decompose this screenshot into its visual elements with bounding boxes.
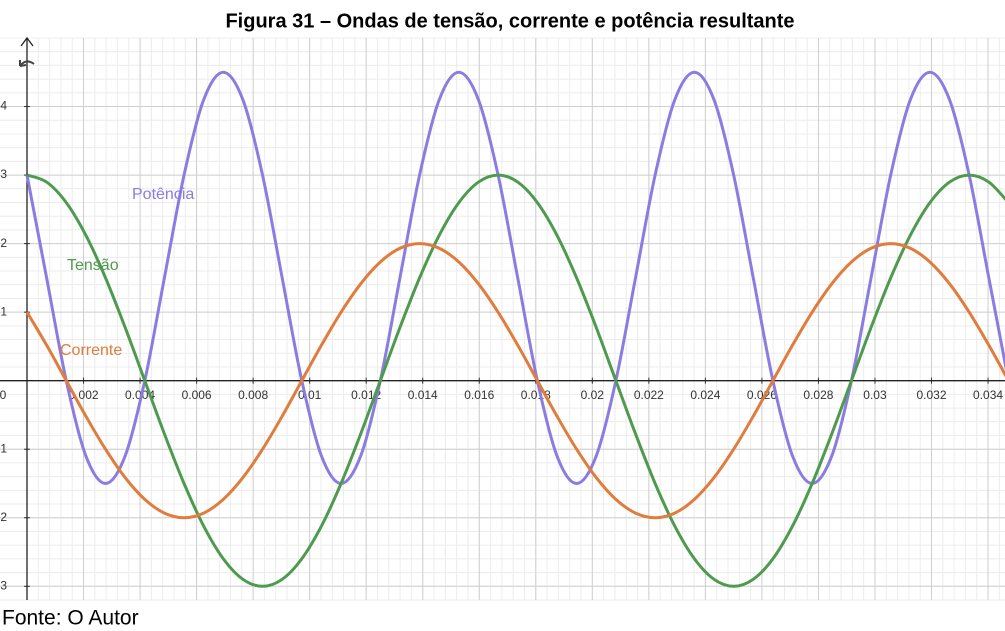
x-tick-label: 0.022 [634,388,664,402]
y-tick-label: 1 [0,304,7,318]
x-tick-label: 0.01 [298,388,322,402]
series-label: Potência [132,186,194,203]
x-tick-label: 0.032 [916,388,946,402]
x-tick-label: 0.02 [581,388,605,402]
series-line [25,242,1005,520]
x-tick-label: 0.008 [238,388,268,402]
chart-title: Figura 31 – Ondas de tensão, corrente e … [225,10,794,32]
y-axis-arrow [20,36,34,47]
series-line [26,173,1005,588]
lines [25,70,1005,588]
x-tick-label: 0.024 [690,388,720,402]
x-tick-label: 0.03 [863,388,887,402]
y-tick-label: 2 [0,236,7,250]
caption: Fonte: O Autor [2,607,139,630]
x-tick-label: 0.026 [747,388,777,402]
y-tick-label: -3 [0,578,7,592]
y-tick-label: -2 [0,510,7,524]
x-tick-label: 0.006 [182,388,212,402]
x-tick-label: 0 [0,388,7,402]
y-tick-label: -1 [0,441,7,455]
x-tick-label: 0.028 [803,388,833,402]
y-tick-label: 3 [0,167,7,181]
x-tick-label: 0.014 [408,388,438,402]
y-tick-label: 4 [0,99,7,113]
undo-icon [19,60,35,67]
axes: 0 0.002 0.004 0.006 0.008 0.01 0.012 0.014 0.016… [0,36,1005,600]
x-tick-label: 0.034 [973,388,1003,402]
series-label: Corrente [60,342,122,359]
x-tick-label: 0.016 [464,388,494,402]
series-label: Tensão [67,257,119,274]
